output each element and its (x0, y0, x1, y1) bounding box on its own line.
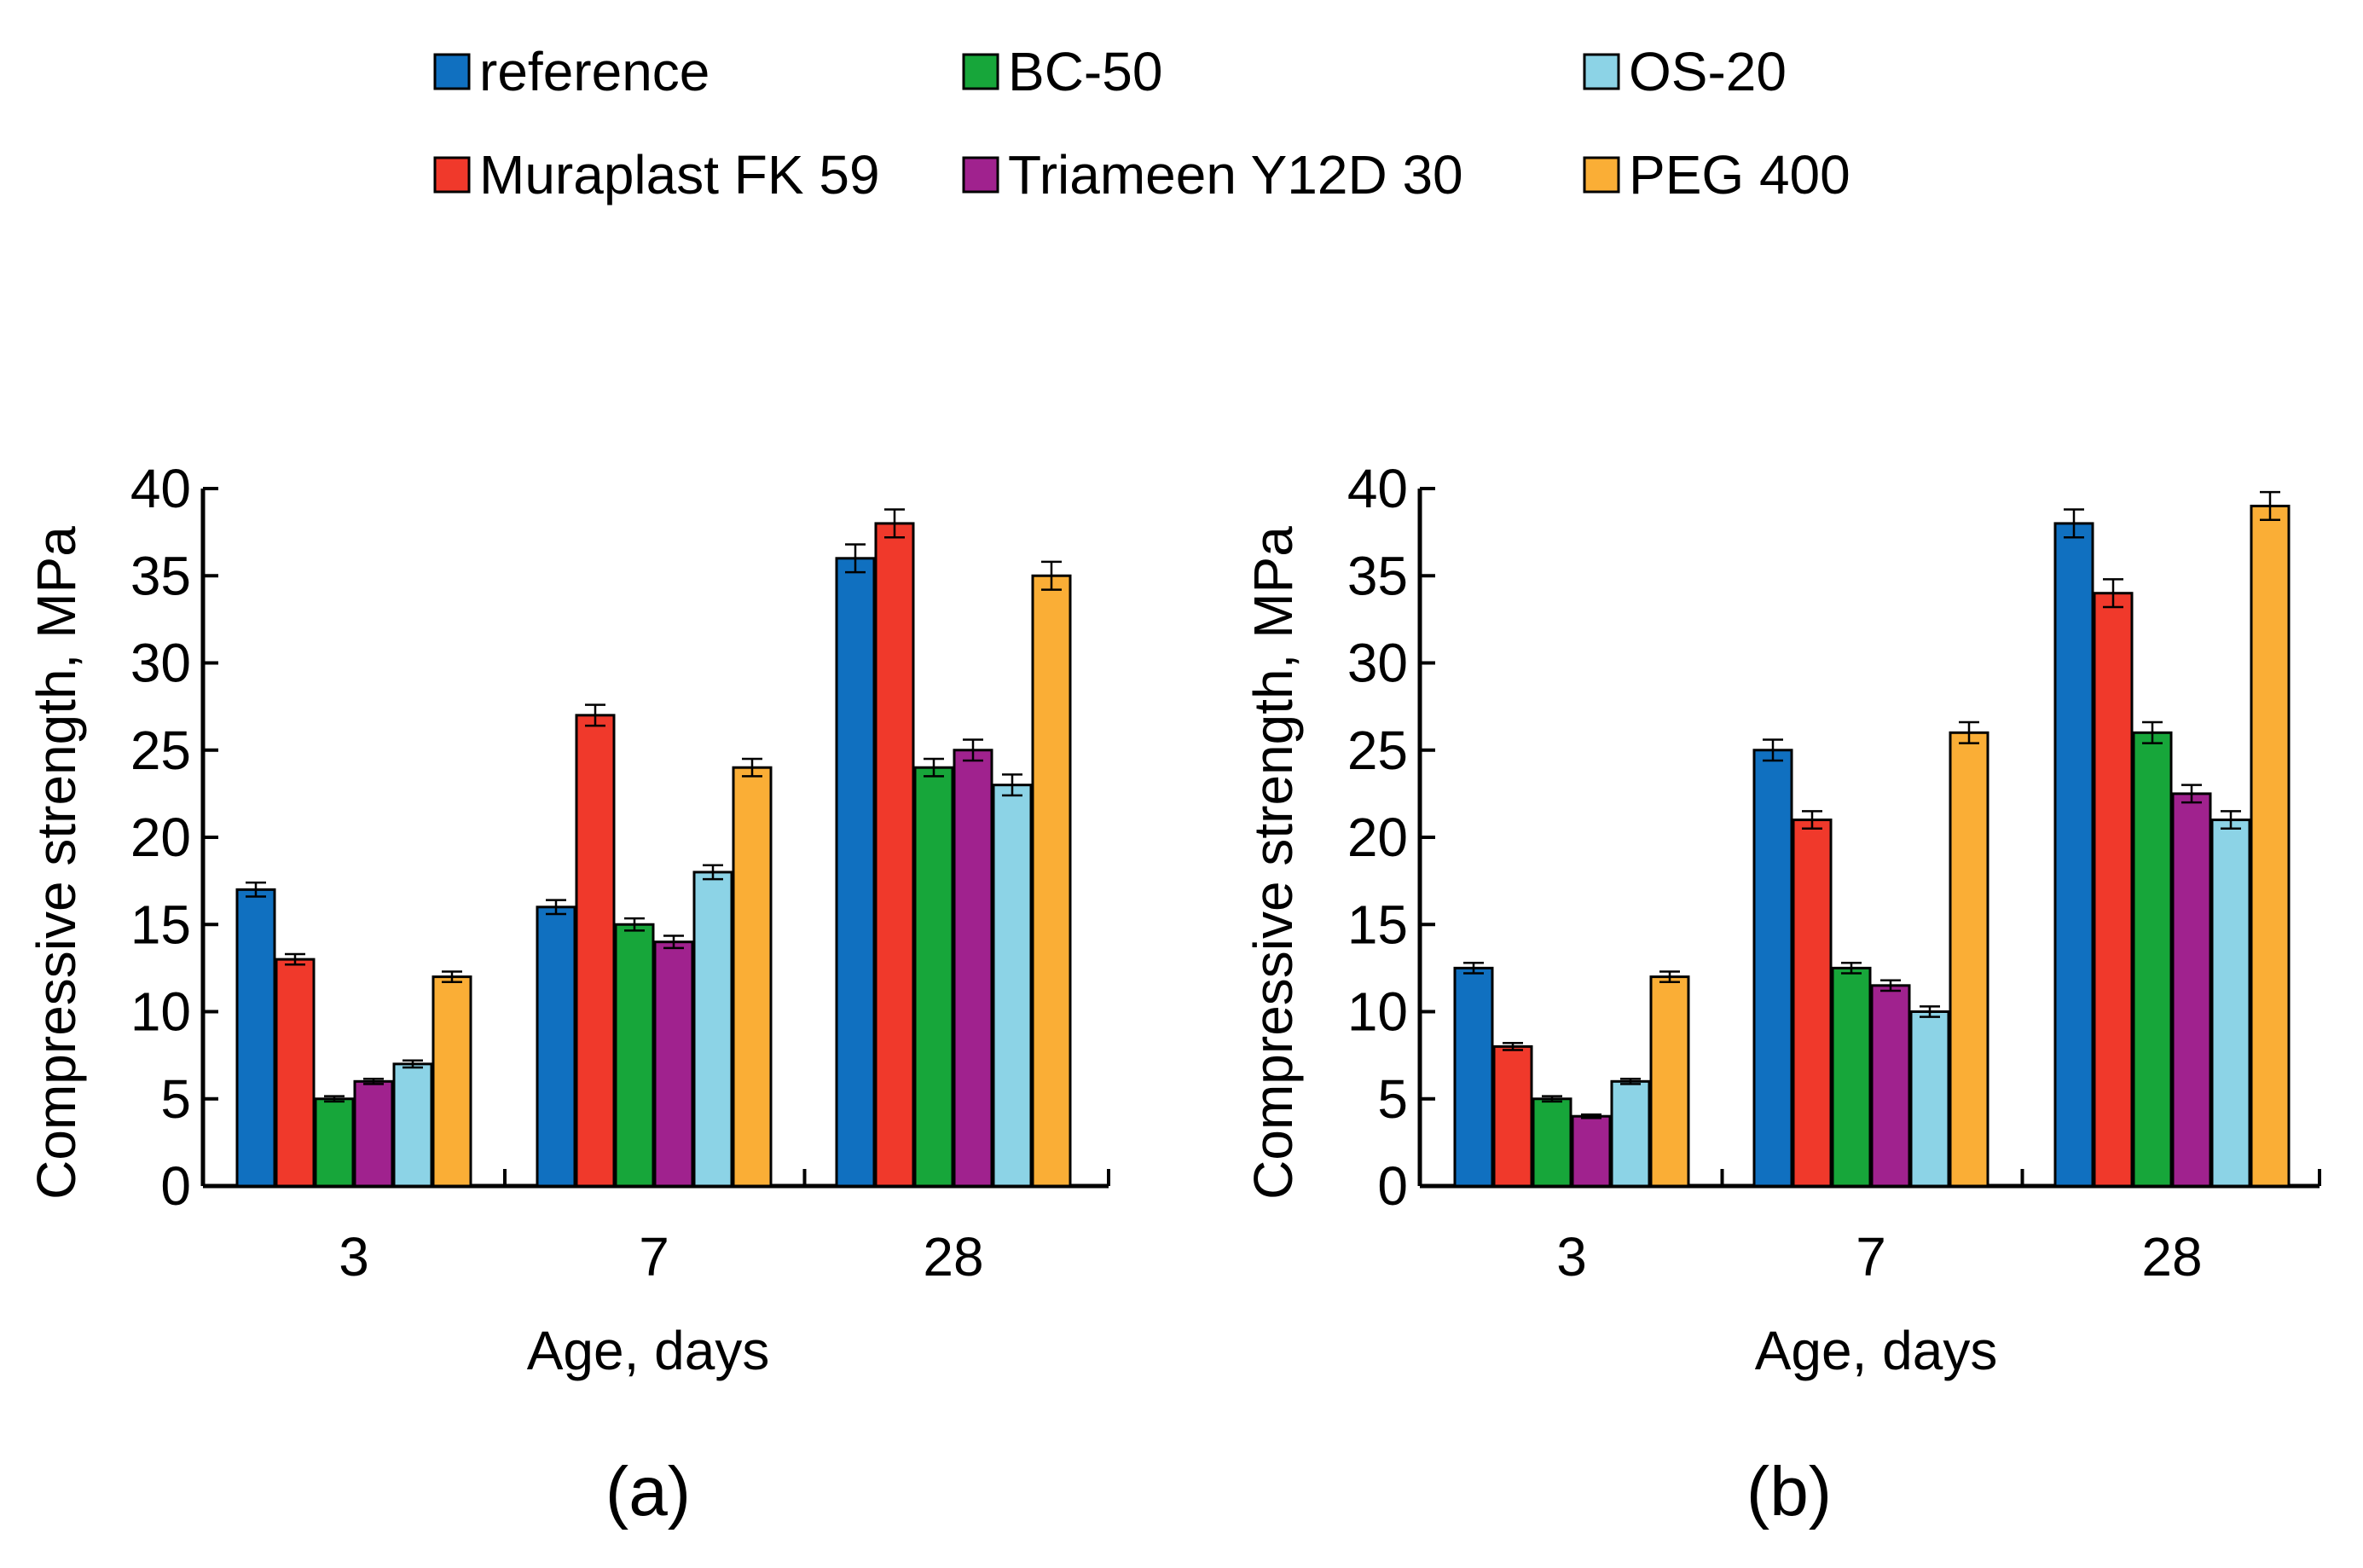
panel-a-bar-os-20-day-3 (392, 1062, 433, 1188)
panel-a-bar-peg-400-day-3 (431, 975, 472, 1188)
panel-a-bar-reference-day-28 (835, 557, 876, 1188)
panel-b-bar-muraplast-fk-59-day-7 (1792, 819, 1833, 1188)
panel-b-y-tick-label: 10 (1347, 981, 1408, 1043)
legend-label-muraplast-fk-59: Muraplast FK 59 (479, 144, 880, 205)
panel-b-bar-peg-400-day-3 (1649, 975, 1690, 1188)
panel-a-x-tick-label-7: 7 (639, 1226, 669, 1287)
panel-b: 0 5 10 15 20 25 30 35 40 3 7 28 Age, days Compressive… (1242, 458, 2321, 1530)
panel-a-y-tick-label: 0 (160, 1155, 191, 1217)
legend-swatch-reference (433, 53, 471, 90)
legend-swatch-triameen-y12d-30 (962, 156, 999, 194)
panel-b-y-axis-title: Compressive strength, MPa (1242, 526, 1304, 1200)
panel-a: 0 5 10 15 20 25 30 35 40 3 7 28 Age, days Compressive… (26, 458, 1110, 1530)
panel-a-bar-os-20-day-7 (692, 871, 733, 1188)
panel-b-bar-triameen-y12d-30-day-3 (1571, 1114, 1612, 1188)
panel-a-bar-bc-50-day-7 (614, 923, 655, 1188)
panel-b-bar-bc-50-day-3 (1532, 1097, 1572, 1188)
panel-b-bar-reference-day-3 (1453, 966, 1494, 1188)
panel-b-bar-peg-400-day-28 (2250, 504, 2291, 1188)
panel-b-bar-bc-50-day-28 (2132, 731, 2173, 1188)
panel-a-bar-os-20-day-28 (992, 784, 1033, 1188)
panel-a-y-tick-label: 20 (130, 807, 191, 868)
panel-b-bar-os-20-day-28 (2210, 819, 2251, 1188)
panel-a-bar-reference-day-7 (536, 906, 576, 1188)
panel-b-bar-peg-400-day-7 (1949, 731, 1989, 1188)
panel-a-bar-muraplast-fk-59-day-3 (275, 958, 316, 1188)
panel-a-bar-peg-400-day-7 (732, 766, 773, 1188)
panel-b-bar-muraplast-fk-59-day-3 (1492, 1044, 1533, 1188)
panel-b-y-tick-label: 30 (1347, 633, 1408, 694)
legend-swatch-os-20 (1583, 53, 1620, 90)
panel-b-y-tick-label: 15 (1347, 894, 1408, 955)
panel-b-x-tick-label-3: 3 (1556, 1226, 1587, 1287)
panel-a-y-tick-label: 10 (130, 981, 191, 1043)
panel-b-y-tick-label: 5 (1377, 1068, 1408, 1130)
panel-b-y-tick-label: 0 (1377, 1155, 1408, 1217)
panel-a-y-tick-label: 25 (130, 720, 191, 781)
panel-b-bar-muraplast-fk-59-day-28 (2093, 592, 2134, 1188)
panel-a-bar-bc-50-day-3 (314, 1097, 355, 1188)
legend-label-triameen-y12d-30: Triameen Y12D 30 (1008, 144, 1463, 205)
legend-swatch-muraplast-fk-59 (433, 156, 471, 194)
panel-b-label: (b) (1746, 1453, 1832, 1530)
panel-a-bar-triameen-y12d-30-day-3 (353, 1079, 394, 1188)
panel-a-y-tick-label: 35 (130, 545, 191, 606)
panel-a-bar-triameen-y12d-30-day-7 (653, 940, 694, 1188)
panel-a-y-tick-label: 5 (160, 1068, 191, 1130)
legend-label-bc-50: BC-50 (1008, 41, 1162, 102)
panel-b-bar-os-20-day-3 (1610, 1079, 1651, 1188)
panel-a-bar-triameen-y12d-30-day-28 (953, 749, 993, 1188)
legend-swatch-bc-50 (962, 53, 999, 90)
legend-swatch-peg-400 (1583, 156, 1620, 194)
panel-b-x-axis-title: Age, days (1755, 1320, 1998, 1381)
panel-b-bar-os-20-day-7 (1909, 1010, 1950, 1188)
panel-b-y-tick-label: 35 (1347, 545, 1408, 606)
panel-a-label: (a) (605, 1453, 691, 1530)
panel-b-x-tick-label-28: 28 (2141, 1226, 2202, 1287)
panel-b-bar-reference-day-28 (2053, 522, 2094, 1188)
panel-a-bar-bc-50-day-28 (913, 766, 954, 1188)
panel-a-bar-reference-day-3 (235, 888, 276, 1188)
panel-b-bar-triameen-y12d-30-day-7 (1870, 984, 1911, 1188)
panel-a-y-tick-label: 30 (130, 633, 191, 694)
panel-a-bar-peg-400-day-28 (1031, 574, 1072, 1188)
legend: reference BC-50 OS-20 Muraplast FK 59 Triame… (433, 41, 1850, 205)
panel-a-bar-muraplast-fk-59-day-28 (874, 522, 915, 1188)
legend-label-reference: reference (479, 41, 709, 102)
panel-b-x-tick-label-7: 7 (1856, 1226, 1886, 1287)
panel-b-y-tick-label: 40 (1347, 458, 1408, 519)
panel-a-x-tick-label-3: 3 (339, 1226, 369, 1287)
panel-a-y-tick-label: 15 (130, 894, 191, 955)
legend-label-peg-400: PEG 400 (1629, 144, 1850, 205)
panel-b-y-tick-label: 25 (1347, 720, 1408, 781)
panel-b-y-tick-label: 20 (1347, 807, 1408, 868)
panel-a-y-tick-label: 40 (130, 458, 191, 519)
panel-a-bar-muraplast-fk-59-day-7 (575, 714, 616, 1188)
panel-b-bar-reference-day-7 (1752, 749, 1793, 1188)
panel-a-x-axis-title: Age, days (527, 1320, 770, 1381)
panel-b-bar-bc-50-day-7 (1831, 966, 1872, 1188)
panel-b-bar-triameen-y12d-30-day-28 (2171, 792, 2212, 1188)
panel-a-y-axis-title: Compressive strength, MPa (26, 526, 87, 1200)
panel-a-x-tick-label-28: 28 (923, 1226, 983, 1287)
legend-label-os-20: OS-20 (1629, 41, 1787, 102)
